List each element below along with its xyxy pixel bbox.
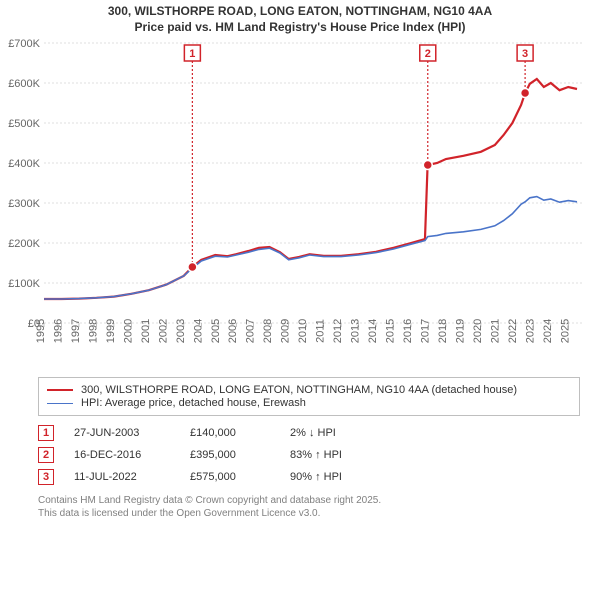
event-badge: 2 [38, 447, 54, 463]
event-date: 11‑JUL‑2022 [74, 471, 170, 483]
event-marker-dot [521, 89, 530, 98]
attribution-footer: Contains HM Land Registry data © Crown c… [38, 494, 580, 520]
x-tick-label: 2014 [367, 319, 379, 343]
event-row: 3 11‑JUL‑2022 £575,000 90% ↑ HPI [38, 466, 580, 488]
legend-row: 300, WILSTHORPE ROAD, LONG EATON, NOTTIN… [47, 384, 571, 396]
event-number: 1 [189, 48, 195, 60]
event-number: 3 [522, 48, 528, 60]
event-date: 16‑DEC‑2016 [74, 449, 170, 461]
x-tick-label: 1998 [87, 319, 99, 343]
event-pct-vs-hpi: 2% ↓ HPI [290, 427, 380, 439]
x-tick-label: 2023 [524, 319, 536, 343]
x-tick-label: 2020 [472, 319, 484, 343]
title-line-2: Price paid vs. HM Land Registry's House … [8, 20, 592, 36]
event-date: 27‑JUN‑2003 [74, 427, 170, 439]
line-chart-svg: £0£100K£200K£300K£400K£500K£600K£700K199… [8, 37, 592, 367]
footer-line-1: Contains HM Land Registry data © Crown c… [38, 494, 580, 507]
x-tick-label: 1997 [70, 319, 82, 343]
event-pct-vs-hpi: 90% ↑ HPI [290, 471, 380, 483]
x-tick-label: 2002 [157, 319, 169, 343]
series-hpi [44, 197, 577, 299]
footer-line-2: This data is licensed under the Open Gov… [38, 507, 580, 520]
x-tick-label: 2012 [332, 319, 344, 343]
legend: 300, WILSTHORPE ROAD, LONG EATON, NOTTIN… [38, 377, 580, 416]
x-tick-label: 2009 [280, 319, 292, 343]
x-tick-label: 2022 [507, 319, 519, 343]
event-price: £575,000 [190, 471, 270, 483]
x-tick-label: 2021 [489, 319, 501, 343]
event-row: 2 16‑DEC‑2016 £395,000 83% ↑ HPI [38, 444, 580, 466]
x-tick-label: 2016 [402, 319, 414, 343]
y-tick-label: £200K [8, 238, 40, 250]
x-tick-label: 2011 [315, 319, 327, 343]
legend-label: HPI: Average price, detached house, Erew… [81, 397, 306, 409]
y-tick-label: £700K [8, 38, 40, 50]
event-marker-dot [423, 161, 432, 170]
event-pct-vs-hpi: 83% ↑ HPI [290, 449, 380, 461]
y-tick-label: £500K [8, 118, 40, 130]
event-marker-dot [188, 263, 197, 272]
x-tick-label: 2001 [140, 319, 152, 343]
chart-canvas: £0£100K£200K£300K£400K£500K£600K£700K199… [8, 37, 592, 367]
x-tick-label: 1996 [52, 319, 64, 343]
event-badge: 3 [38, 469, 54, 485]
event-number: 2 [425, 48, 431, 60]
x-tick-label: 2004 [192, 319, 204, 343]
x-tick-label: 2006 [227, 319, 239, 343]
x-tick-label: 2007 [245, 319, 257, 343]
event-badge: 1 [38, 425, 54, 441]
x-tick-label: 2024 [542, 319, 554, 343]
series-property [44, 79, 577, 299]
x-tick-label: 2010 [297, 319, 309, 343]
y-tick-label: £300K [8, 198, 40, 210]
legend-swatch [47, 403, 73, 404]
x-tick-label: 2025 [559, 319, 571, 343]
legend-label: 300, WILSTHORPE ROAD, LONG EATON, NOTTIN… [81, 384, 517, 396]
x-tick-label: 2008 [262, 319, 274, 343]
x-tick-label: 2015 [385, 319, 397, 343]
x-tick-label: 2005 [210, 319, 222, 343]
x-tick-label: 2017 [419, 319, 431, 343]
x-tick-label: 2019 [454, 319, 466, 343]
title-line-1: 300, WILSTHORPE ROAD, LONG EATON, NOTTIN… [8, 4, 592, 20]
chart-title: 300, WILSTHORPE ROAD, LONG EATON, NOTTIN… [0, 0, 600, 37]
event-price: £140,000 [190, 427, 270, 439]
y-tick-label: £100K [8, 278, 40, 290]
x-tick-label: 2003 [175, 319, 187, 343]
x-tick-label: 2013 [350, 319, 362, 343]
x-tick-label: 1999 [105, 319, 117, 343]
events-table: 1 27‑JUN‑2003 £140,000 2% ↓ HPI 2 16‑DEC‑2016… [38, 422, 580, 488]
legend-row: HPI: Average price, detached house, Erew… [47, 397, 571, 409]
x-tick-label: 2000 [122, 319, 134, 343]
event-row: 1 27‑JUN‑2003 £140,000 2% ↓ HPI [38, 422, 580, 444]
legend-swatch [47, 389, 73, 391]
x-tick-label: 2018 [437, 319, 449, 343]
x-tick-label: 1995 [35, 319, 47, 343]
event-price: £395,000 [190, 449, 270, 461]
y-tick-label: £600K [8, 78, 40, 90]
y-tick-label: £400K [8, 158, 40, 170]
